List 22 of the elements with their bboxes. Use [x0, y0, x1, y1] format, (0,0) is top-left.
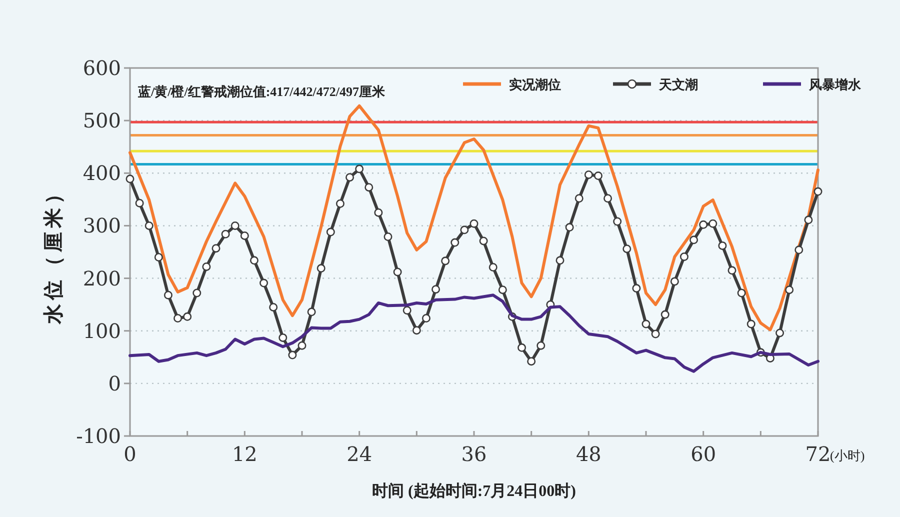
x-tick-label: 48 — [576, 442, 602, 466]
text: (小时) — [830, 448, 865, 463]
y-tick-label: 300 — [82, 214, 121, 238]
y-tick-label: 200 — [82, 266, 121, 290]
y-tick-label: -100 — [76, 424, 121, 448]
x-tick-label: 24 — [346, 442, 372, 466]
x-tick-label: 0 — [124, 442, 136, 466]
y-tick-label: 600 — [82, 56, 121, 80]
y-tick-label: 100 — [82, 318, 121, 343]
legend-label: 实况潮位 — [509, 77, 561, 92]
legend-label: 天文潮 — [658, 77, 698, 92]
x-tick-label: 12 — [232, 442, 258, 466]
legend-label: 风暴增水 — [808, 77, 862, 92]
y-tick-label: 500 — [82, 108, 121, 133]
y-tick-label: 0 — [108, 371, 121, 396]
x-tick-label: 36 — [461, 442, 487, 466]
x-axis-title: 时间 (起始时间:7月24日00时) — [372, 482, 576, 500]
x-tick-label: 72 — [805, 442, 831, 466]
y-tick-label: 400 — [82, 161, 121, 186]
y-axis-title: 水位（厘米） — [43, 180, 65, 325]
x-tick-label: 60 — [690, 442, 716, 466]
annotation: 蓝/黄/橙/红警戒潮位值:417/442/472/497厘米 — [137, 84, 386, 99]
